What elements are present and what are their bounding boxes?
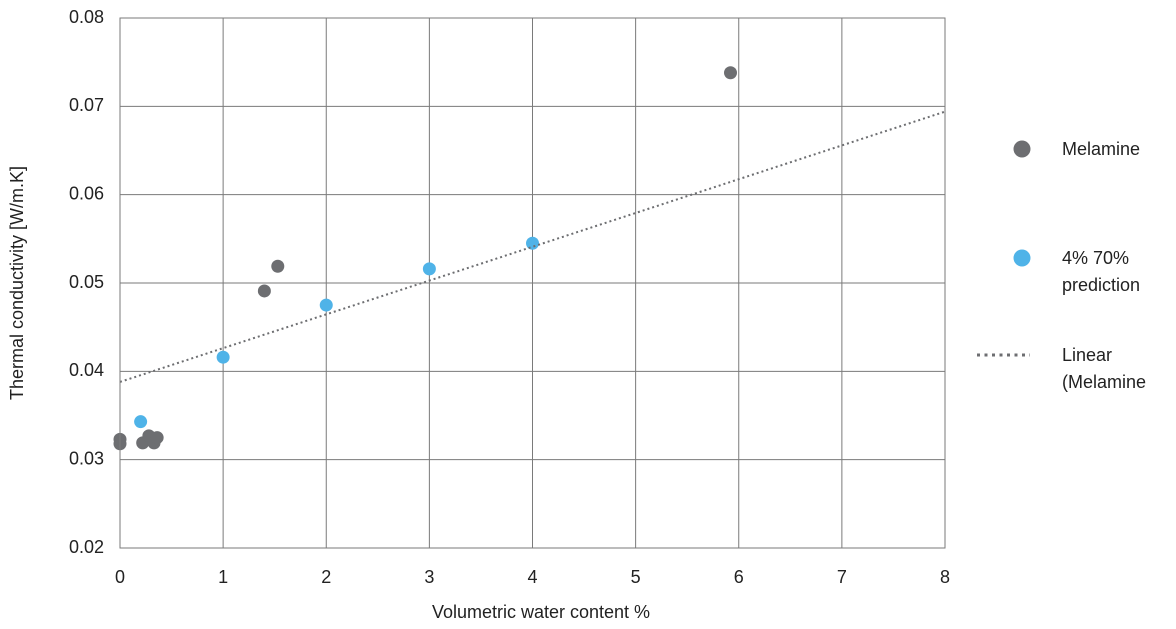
point <box>526 236 539 250</box>
x-tick-label: 0 <box>115 567 125 587</box>
point <box>724 66 737 80</box>
x-tick-label: 4 <box>527 567 537 587</box>
legend-swatch <box>1013 140 1031 158</box>
y-axis-title: Thermal conductivity [W/m.K] <box>7 166 27 400</box>
x-tick-label: 1 <box>218 567 228 587</box>
y-tick-label: 0.08 <box>69 7 104 27</box>
y-tick-label: 0.07 <box>69 95 104 115</box>
legend-label: 4% 70% prediction <box>1062 247 1141 295</box>
point <box>150 431 164 445</box>
legend-swatch <box>1013 249 1031 267</box>
x-axis-title: Volumetric water content % <box>432 602 650 622</box>
x-tick-label: 2 <box>321 567 331 587</box>
y-tick-label: 0.05 <box>69 272 104 292</box>
x-tick-label: 5 <box>631 567 641 587</box>
legend-label: Melamine <box>1062 138 1141 159</box>
point <box>257 284 271 298</box>
x-tick-label: 6 <box>734 567 744 587</box>
y-tick-label: 0.06 <box>69 183 104 203</box>
x-tick-label: 7 <box>837 567 847 587</box>
y-tick-label: 0.02 <box>69 537 104 557</box>
plot-border <box>119 17 946 549</box>
y-tick-label: 0.04 <box>69 360 104 380</box>
point <box>134 415 148 429</box>
x-tick-label: 8 <box>940 567 950 587</box>
x-tick-label: 3 <box>424 567 434 587</box>
legend-label: Linear (Melamine <box>1062 344 1147 392</box>
point <box>319 298 333 312</box>
y-tick-label: 0.03 <box>69 448 104 468</box>
point <box>422 262 436 276</box>
point <box>271 259 285 273</box>
point <box>216 350 230 364</box>
